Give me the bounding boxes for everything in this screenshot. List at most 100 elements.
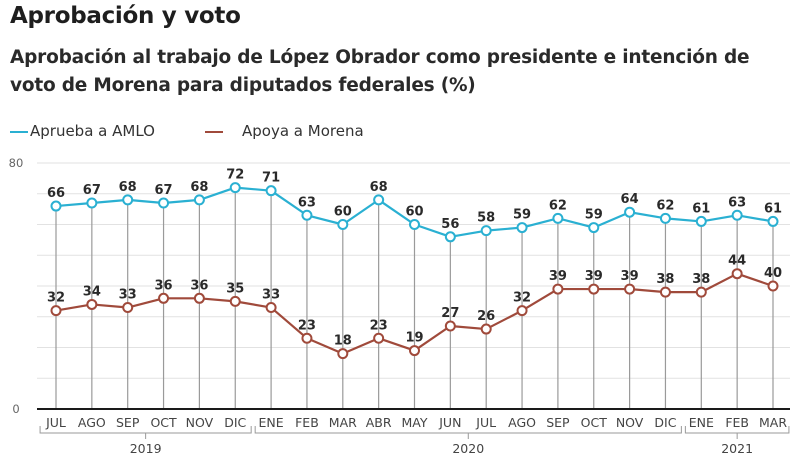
- chart-title: Aprobación y voto: [10, 3, 241, 29]
- point-aprueba-amlo: [552, 212, 564, 224]
- point-apoya-morena: [552, 283, 564, 295]
- point-apoya-morena: [516, 305, 528, 317]
- data-label-apoya-morena: 33: [119, 288, 137, 303]
- year-label: 2020: [452, 441, 484, 456]
- point-aprueba-amlo: [731, 209, 743, 221]
- x-tick-label: ABR: [366, 415, 392, 430]
- data-label-aprueba-amlo: 63: [728, 195, 746, 210]
- point-aprueba-amlo: [50, 200, 62, 212]
- point-aprueba-amlo: [480, 225, 492, 237]
- point-aprueba-amlo: [624, 206, 636, 218]
- point-apoya-morena: [86, 298, 98, 310]
- data-label-aprueba-amlo: 62: [656, 198, 674, 213]
- point-apoya-morena: [409, 345, 420, 357]
- legend-swatch-aprueba: [10, 131, 28, 133]
- point-aprueba-amlo: [265, 185, 277, 197]
- data-label-apoya-morena: 39: [621, 269, 639, 284]
- point-apoya-morena: [50, 305, 62, 317]
- point-aprueba-amlo: [588, 222, 600, 234]
- point-apoya-morena: [695, 286, 707, 298]
- data-label-aprueba-amlo: 68: [119, 180, 137, 195]
- x-tick-label: AGO: [78, 415, 106, 430]
- data-label-apoya-morena: 38: [692, 272, 710, 287]
- data-label-apoya-morena: 19: [405, 331, 423, 346]
- data-label-apoya-morena: 39: [585, 269, 603, 284]
- x-tick-label: DIC: [224, 415, 246, 430]
- data-label-aprueba-amlo: 71: [262, 171, 280, 186]
- x-tick-label: SEP: [546, 415, 570, 430]
- data-label-apoya-morena: 38: [656, 272, 674, 287]
- chart-subtitle: Aprobación al trabajo de López Obrador c…: [10, 47, 750, 96]
- data-label-apoya-morena: 32: [513, 291, 531, 306]
- data-label-aprueba-amlo: 58: [477, 211, 495, 226]
- point-aprueba-amlo: [695, 215, 707, 227]
- data-label-apoya-morena: 18: [334, 334, 352, 349]
- x-tick-label: NOV: [616, 415, 644, 430]
- data-label-aprueba-amlo: 60: [334, 205, 352, 220]
- x-tick-label: MAR: [329, 415, 357, 430]
- data-label-aprueba-amlo: 67: [83, 183, 101, 198]
- x-tick-label: FEB: [725, 415, 749, 430]
- data-label-apoya-morena: 34: [83, 284, 101, 299]
- point-aprueba-amlo: [229, 182, 241, 194]
- point-aprueba-amlo: [444, 231, 456, 243]
- data-label-aprueba-amlo: 61: [764, 201, 782, 216]
- year-label: 2021: [721, 441, 753, 456]
- legend-label-morena: Apoya a Morena: [242, 122, 364, 140]
- point-aprueba-amlo: [86, 197, 98, 209]
- data-label-apoya-morena: 39: [549, 269, 567, 284]
- x-tick-label: MAR: [759, 415, 787, 430]
- point-apoya-morena: [373, 332, 385, 344]
- point-apoya-morena: [480, 323, 492, 335]
- point-aprueba-amlo: [122, 194, 134, 206]
- x-tick-label: ENE: [259, 415, 284, 430]
- data-label-apoya-morena: 33: [262, 288, 280, 303]
- y-tick-label: 80: [9, 156, 24, 170]
- data-label-apoya-morena: 23: [298, 318, 316, 333]
- x-tick-label: JUL: [45, 415, 66, 430]
- data-label-apoya-morena: 32: [47, 291, 65, 306]
- data-label-apoya-morena: 26: [477, 309, 495, 324]
- point-aprueba-amlo: [193, 194, 205, 206]
- legend-label-aprueba: Aprueba a AMLO: [30, 122, 155, 140]
- data-label-aprueba-amlo: 64: [621, 192, 639, 207]
- point-aprueba-amlo: [516, 222, 528, 234]
- point-apoya-morena: [122, 302, 134, 314]
- x-tick-label: NOV: [186, 415, 214, 430]
- x-tick-label: AGO: [508, 415, 536, 430]
- data-label-aprueba-amlo: 62: [549, 198, 567, 213]
- point-aprueba-amlo: [158, 197, 170, 209]
- data-label-aprueba-amlo: 60: [405, 205, 423, 220]
- point-apoya-morena: [588, 283, 600, 295]
- data-label-aprueba-amlo: 61: [692, 201, 710, 216]
- data-label-aprueba-amlo: 72: [226, 168, 244, 183]
- data-label-aprueba-amlo: 67: [155, 183, 173, 198]
- year-bracket: [39, 426, 252, 434]
- point-apoya-morena: [193, 292, 205, 304]
- y-tick-label: 0: [12, 402, 19, 416]
- point-apoya-morena: [158, 292, 170, 304]
- x-tick-label: DIC: [654, 415, 676, 430]
- data-label-apoya-morena: 35: [226, 281, 244, 296]
- point-apoya-morena: [301, 332, 313, 344]
- data-label-aprueba-amlo: 59: [513, 208, 531, 223]
- x-tick-label: ENE: [689, 415, 714, 430]
- data-label-aprueba-amlo: 59: [585, 208, 603, 223]
- data-label-aprueba-amlo: 63: [298, 195, 316, 210]
- legend-swatch-morena: [205, 131, 223, 133]
- year-label: 2019: [130, 441, 162, 456]
- point-apoya-morena: [265, 302, 277, 314]
- point-apoya-morena: [229, 295, 241, 307]
- point-aprueba-amlo: [767, 215, 779, 227]
- point-apoya-morena: [731, 268, 743, 280]
- data-label-aprueba-amlo: 68: [190, 180, 208, 195]
- x-tick-label: OCT: [581, 415, 608, 430]
- point-aprueba-amlo: [373, 194, 385, 206]
- data-label-aprueba-amlo: 56: [441, 217, 459, 232]
- x-tick-label: JUL: [475, 415, 496, 430]
- data-label-apoya-morena: 40: [764, 266, 782, 281]
- x-tick-label: FEB: [295, 415, 319, 430]
- point-aprueba-amlo: [659, 212, 671, 224]
- point-apoya-morena: [624, 283, 636, 295]
